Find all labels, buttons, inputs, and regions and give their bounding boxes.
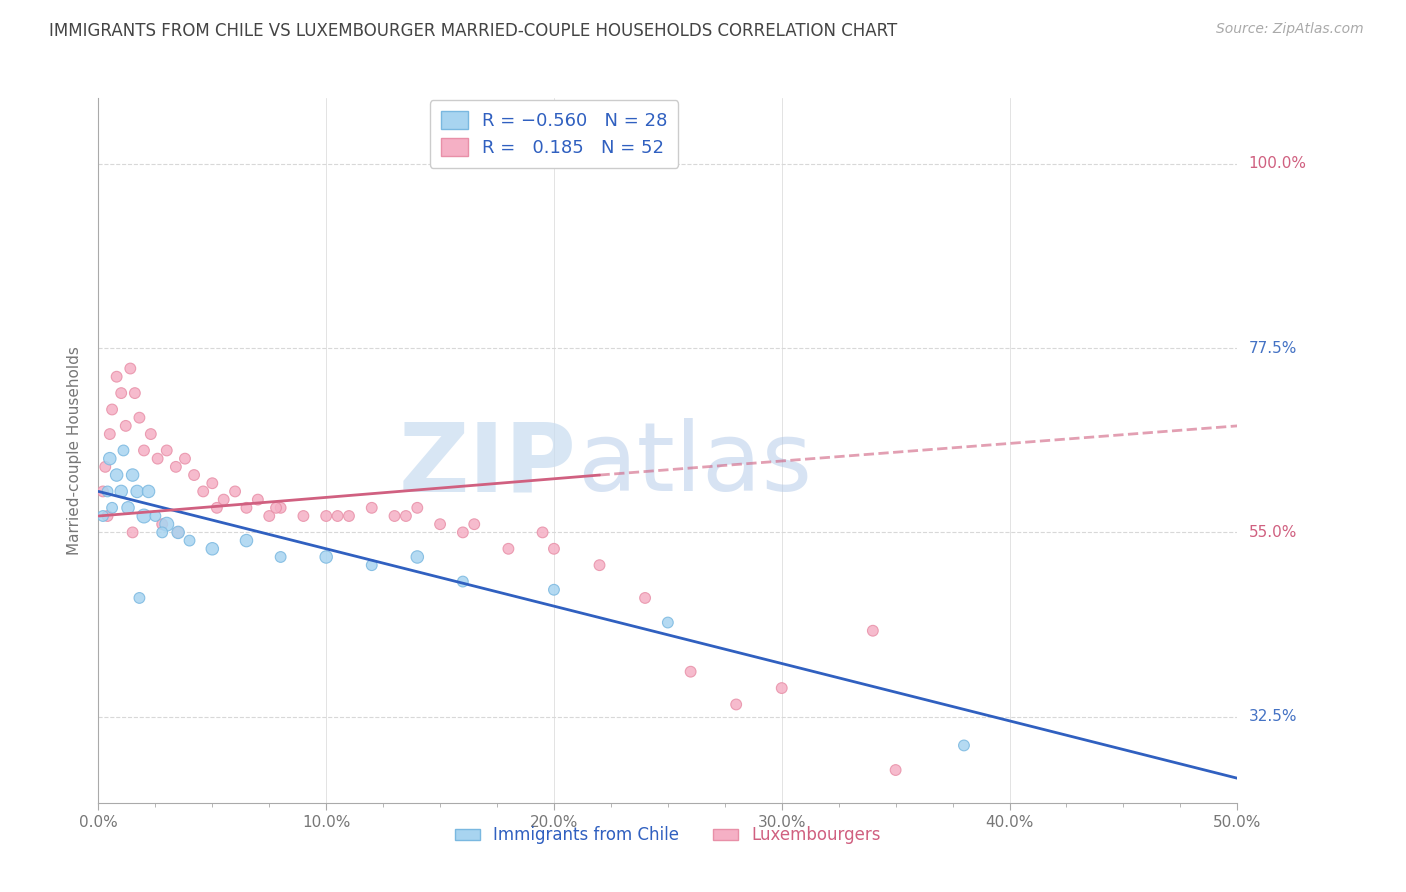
Point — [270, 549, 292, 564]
Point — [429, 517, 451, 532]
Point — [179, 533, 201, 548]
Text: 32.5%: 32.5% — [1249, 709, 1296, 724]
Point — [360, 500, 382, 515]
Point — [201, 476, 224, 491]
Point — [235, 500, 257, 515]
Point — [132, 508, 155, 523]
Text: 55.0%: 55.0% — [1249, 524, 1296, 540]
Point — [212, 492, 235, 507]
Point — [337, 508, 360, 523]
Point — [183, 468, 205, 483]
Text: 77.5%: 77.5% — [1249, 341, 1296, 356]
Point — [112, 443, 135, 458]
Point — [96, 484, 118, 499]
Point — [105, 468, 128, 483]
Point — [114, 418, 136, 433]
Point — [101, 500, 124, 515]
Text: 100.0%: 100.0% — [1249, 156, 1306, 171]
Point — [235, 533, 257, 548]
Point — [167, 525, 190, 540]
Point — [360, 558, 382, 573]
Point — [139, 427, 162, 442]
Point — [315, 549, 337, 564]
Legend: Immigrants from Chile, Luxembourgers: Immigrants from Chile, Luxembourgers — [449, 820, 887, 851]
Point — [315, 508, 337, 523]
Point — [120, 361, 142, 376]
Text: atlas: atlas — [576, 418, 811, 511]
Point — [224, 484, 246, 499]
Point — [657, 615, 679, 630]
Point — [132, 443, 155, 458]
Point — [463, 517, 485, 532]
Point — [110, 484, 132, 499]
Point — [98, 451, 121, 466]
Point — [156, 517, 179, 532]
Point — [384, 508, 406, 523]
Point — [679, 665, 702, 679]
Point — [264, 500, 287, 515]
Point — [531, 525, 554, 540]
Point — [98, 427, 121, 442]
Point — [117, 500, 139, 515]
Text: IMMIGRANTS FROM CHILE VS LUXEMBOURGER MARRIED-COUPLE HOUSEHOLDS CORRELATION CHAR: IMMIGRANTS FROM CHILE VS LUXEMBOURGER MA… — [49, 22, 897, 40]
Point — [451, 525, 474, 540]
Point — [94, 459, 117, 474]
Point — [110, 386, 132, 401]
Point — [770, 681, 793, 695]
Point — [193, 484, 215, 499]
Point — [167, 525, 190, 540]
Point — [725, 698, 748, 712]
Point — [146, 451, 169, 466]
Point — [96, 508, 118, 523]
Point — [246, 492, 269, 507]
Point — [101, 402, 124, 417]
Point — [543, 582, 565, 597]
Point — [105, 369, 128, 384]
Y-axis label: Married-couple Households: Married-couple Households — [67, 346, 83, 555]
Point — [498, 541, 520, 556]
Text: Source: ZipAtlas.com: Source: ZipAtlas.com — [1216, 22, 1364, 37]
Point — [174, 451, 197, 466]
Point — [953, 739, 976, 753]
Text: ZIP: ZIP — [399, 418, 576, 511]
Point — [127, 484, 149, 499]
Point — [121, 468, 143, 483]
Point — [270, 500, 292, 515]
Point — [292, 508, 315, 523]
Point — [406, 500, 429, 515]
Point — [884, 763, 907, 777]
Point — [121, 525, 143, 540]
Point — [150, 525, 173, 540]
Point — [91, 484, 114, 499]
Point — [128, 591, 150, 605]
Point — [862, 624, 884, 638]
Point — [395, 508, 418, 523]
Point — [205, 500, 228, 515]
Point — [156, 443, 179, 458]
Point — [451, 574, 474, 589]
Point — [588, 558, 610, 573]
Point — [124, 386, 146, 401]
Point — [91, 508, 114, 523]
Point — [259, 508, 281, 523]
Point — [150, 517, 173, 532]
Point — [201, 541, 224, 556]
Point — [165, 459, 187, 474]
Point — [406, 549, 429, 564]
Point — [138, 484, 160, 499]
Point — [634, 591, 657, 605]
Point — [326, 508, 349, 523]
Point — [543, 541, 565, 556]
Point — [128, 410, 150, 425]
Point — [145, 508, 167, 523]
